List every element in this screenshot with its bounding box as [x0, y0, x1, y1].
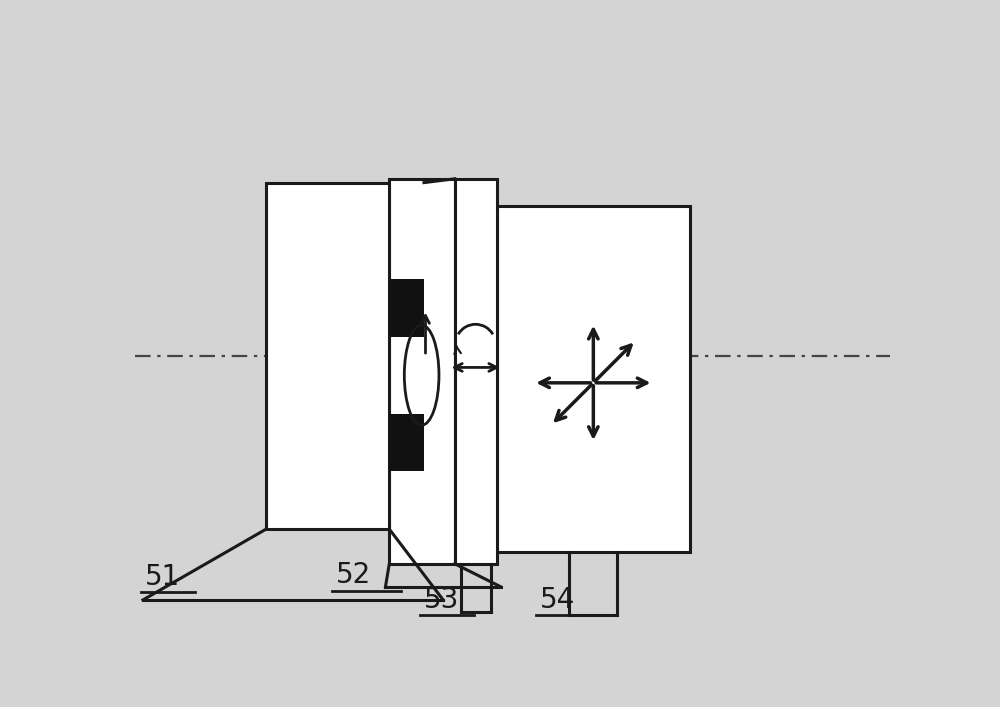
Text: 51: 51	[144, 563, 180, 591]
Bar	[266, 182, 389, 529]
Bar	[389, 279, 424, 337]
Text: 53: 53	[424, 586, 459, 614]
Bar	[497, 206, 690, 552]
Bar	[389, 179, 455, 563]
Bar	[455, 179, 497, 563]
Text: 54: 54	[539, 586, 575, 614]
Text: 52: 52	[335, 561, 371, 589]
Bar	[389, 414, 424, 472]
